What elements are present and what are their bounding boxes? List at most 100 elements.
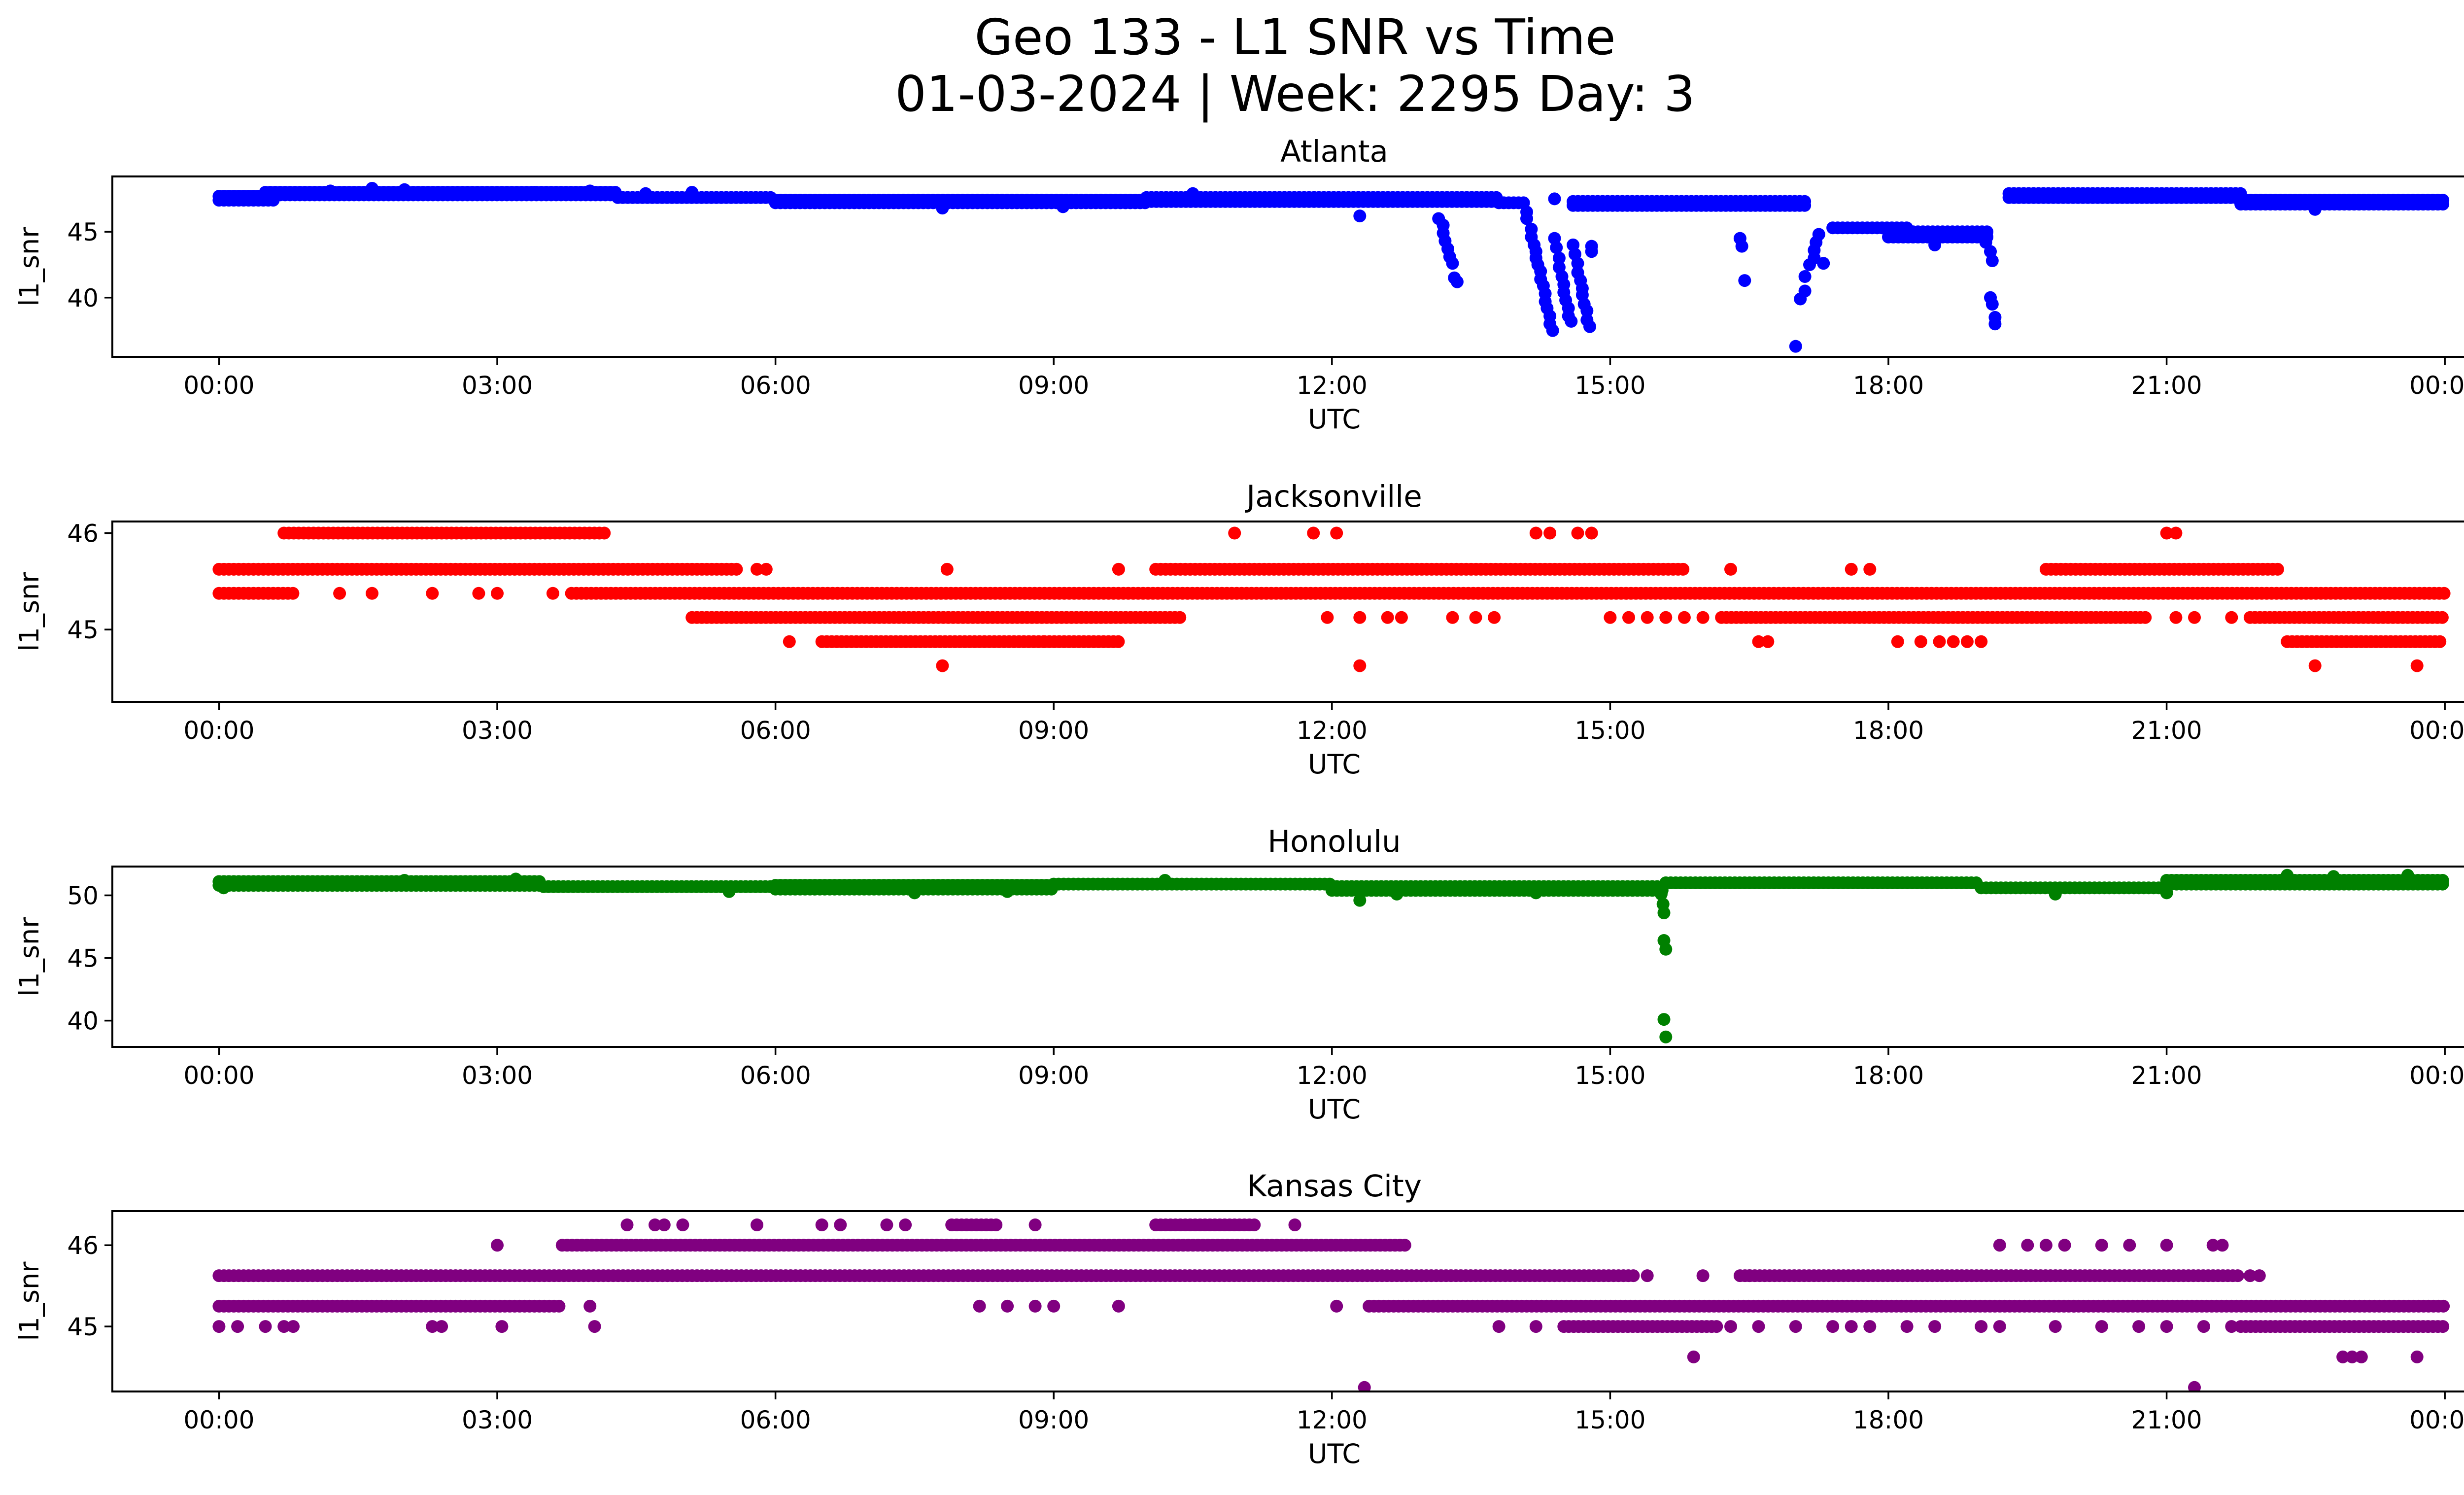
honolulu-y-tick-label: 50 (67, 881, 99, 910)
kansas-city-title: Kansas City (1247, 1169, 1422, 1204)
jacksonville-point (1724, 562, 1737, 576)
honolulu-point (1353, 894, 1367, 907)
jacksonville-point (1112, 635, 1125, 648)
kansas-city-point (2243, 1269, 2257, 1283)
jacksonville-point (759, 562, 773, 576)
jacksonville-point (783, 635, 796, 648)
atlanta-point (1735, 240, 1748, 253)
jacksonville-point (1696, 611, 1710, 624)
atlanta-title: Atlanta (1280, 134, 1388, 169)
atlanta-point (1798, 199, 1812, 212)
kansas-city-point (1627, 1269, 1640, 1283)
kansas-city-series (212, 1218, 2450, 1391)
kansas-city-point (2160, 1239, 2173, 1252)
honolulu-point (1390, 887, 1403, 901)
jacksonville-point (2188, 611, 2201, 624)
honolulu-point (2160, 886, 2173, 900)
kansas-city-point (1492, 1320, 1506, 1333)
jacksonville-x-axis-label: UTC (1308, 749, 1361, 780)
jacksonville-point (1659, 611, 1673, 624)
atlanta-plot-frame (111, 175, 2464, 358)
atlanta-point (1353, 209, 1367, 223)
jacksonville-point (333, 587, 346, 600)
kansas-city-point (2021, 1239, 2034, 1252)
kansas-city-point (899, 1218, 912, 1231)
kansas-city-point (583, 1299, 597, 1313)
kansas-city-point (1529, 1320, 1542, 1333)
jacksonville-point (1641, 611, 1654, 624)
kansas-city-point (751, 1218, 763, 1231)
kansas-city-point (1398, 1239, 1411, 1252)
jacksonville-point (2435, 611, 2449, 624)
kansas-city-point (588, 1320, 601, 1333)
kansas-city-point (1001, 1299, 1014, 1313)
atlanta-point (1186, 187, 1199, 200)
kansas-city-x-tick-label: 00:00 (183, 1406, 254, 1434)
honolulu-point (1654, 887, 1668, 901)
jacksonville-point (546, 587, 559, 600)
honolulu-x-axis-label: UTC (1308, 1094, 1361, 1125)
kansas-city-x-tick-label: 06:00 (740, 1406, 811, 1434)
atlanta-point (2436, 194, 2450, 207)
atlanta-point (685, 186, 699, 199)
atlanta-y-axis-label: l1_snr (14, 227, 45, 307)
kansas-city-point (1928, 1320, 1942, 1333)
kansas-city-point (2437, 1299, 2450, 1313)
jacksonville-x-tick-label: 06:00 (740, 716, 811, 745)
jacksonville-point (1752, 635, 1765, 648)
honolulu-point (1659, 1030, 1673, 1043)
honolulu-point (398, 874, 411, 887)
jacksonville-title: Jacksonville (1244, 479, 1422, 514)
honolulu-x-tick-label: 21:00 (2131, 1061, 2202, 1090)
kansas-city-point (2058, 1239, 2071, 1252)
kansas-city-point (649, 1218, 661, 1231)
kansas-city-point (2206, 1239, 2220, 1252)
atlanta-point (1548, 192, 1561, 206)
honolulu-plot-frame (111, 866, 2464, 1048)
honolulu-point (908, 886, 921, 900)
honolulu-y-axis-label: l1_snr (14, 917, 45, 997)
jacksonville-point (1891, 635, 1904, 648)
jacksonville-panel: Jacksonville 00:00 03:00 06:00 09:00 12:00 15:… (14, 479, 2464, 780)
jacksonville-point (1353, 611, 1367, 624)
atlanta-point (324, 184, 337, 198)
atlanta-point (287, 187, 300, 200)
honolulu-point (2281, 869, 2294, 882)
kansas-city-point (834, 1218, 847, 1231)
atlanta-point (1985, 254, 1999, 267)
jacksonville-x-tick-label: 00:00 (2409, 716, 2464, 745)
kansas-city-point (2436, 1320, 2450, 1333)
kansas-city-x-tick-label: 15:00 (1574, 1406, 1645, 1434)
jacksonville-point (598, 526, 611, 540)
kansas-city-x-tick-label: 12:00 (1297, 1406, 1368, 1434)
honolulu-x-tick-label: 03:00 (462, 1061, 533, 1090)
jacksonville-point (2308, 659, 2322, 672)
jacksonville-x-tick-label: 21:00 (2131, 716, 2202, 745)
kansas-city-point (2095, 1320, 2108, 1333)
kansas-city-y-axis-label: l1_snr (14, 1261, 45, 1341)
jacksonville-point (1321, 611, 1334, 624)
jacksonville-point (1914, 635, 1927, 648)
jacksonville-point (2169, 526, 2183, 540)
kansas-city-point (1047, 1299, 1061, 1313)
jacksonville-x-tick-label: 00:00 (183, 716, 254, 745)
jacksonville-x-tick-label: 03:00 (462, 716, 533, 745)
kansas-city-point (2346, 1350, 2359, 1363)
jacksonville-point (366, 587, 378, 600)
atlanta-point (528, 186, 541, 199)
atlanta-x-axis-label: UTC (1308, 404, 1361, 435)
honolulu-x-tick-label: 12:00 (1297, 1061, 1368, 1090)
atlanta-x-tick-label: 12:00 (1297, 371, 1368, 400)
kansas-city-point (1641, 1269, 1654, 1283)
kansas-city-point (552, 1299, 566, 1313)
jacksonville-point (2225, 611, 2238, 624)
honolulu-point (1657, 1013, 1671, 1026)
atlanta-point (1571, 257, 1584, 270)
honolulu-point (1001, 885, 1014, 898)
jacksonville-series (212, 526, 2451, 672)
honolulu-y-tick-label: 40 (67, 1007, 99, 1036)
kansas-city-point (2253, 1269, 2266, 1283)
honolulu-series (212, 869, 2449, 1043)
atlanta-x-tick-label: 18:00 (1853, 371, 1924, 400)
jacksonville-point (1381, 611, 1394, 624)
